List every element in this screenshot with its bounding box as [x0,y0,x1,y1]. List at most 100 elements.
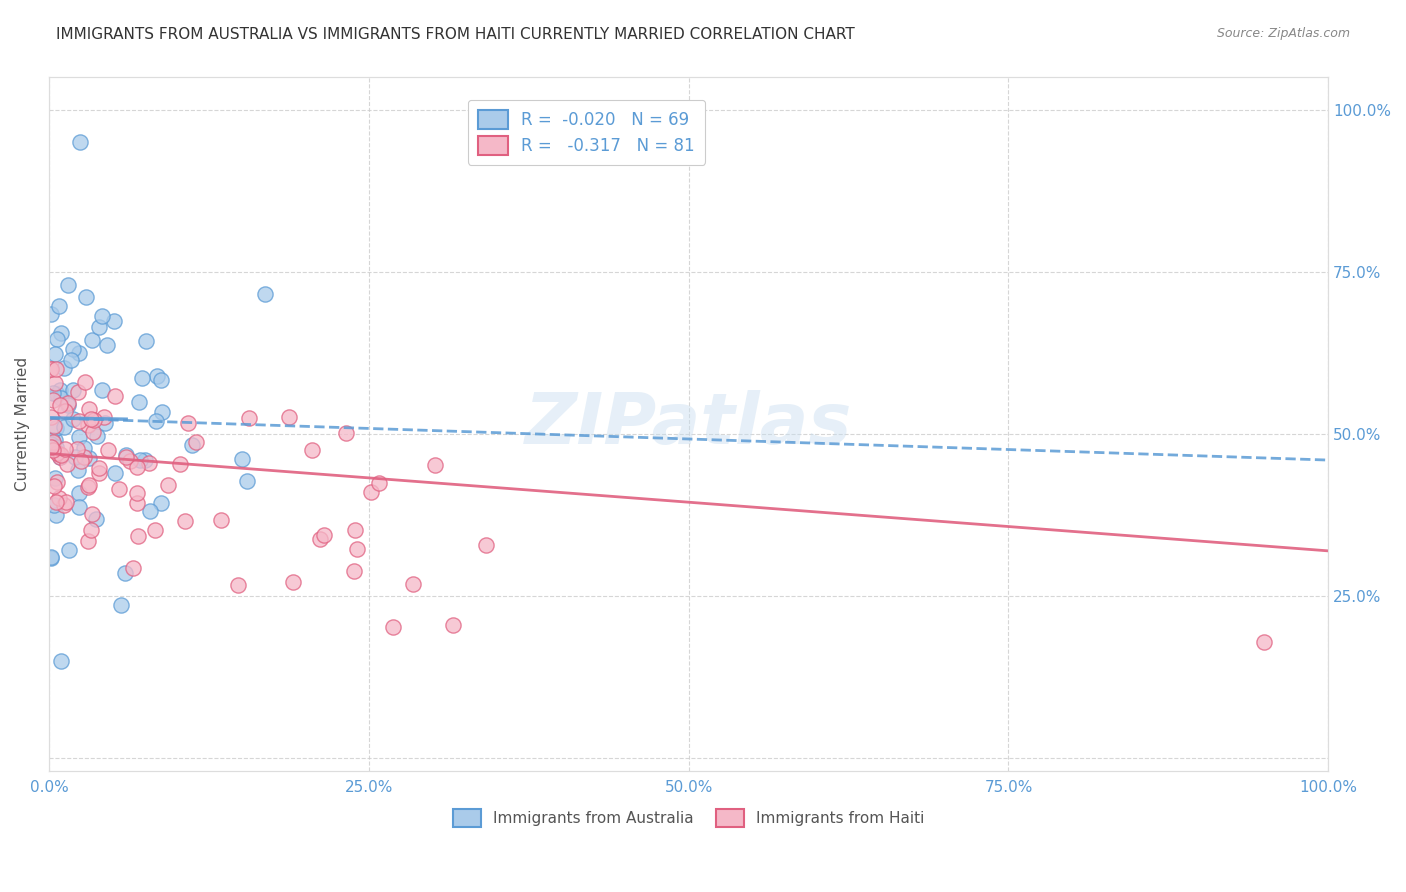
Point [49,450,72,464]
Point [253,286,276,301]
Point [91,384,114,398]
Point [39,410,62,425]
Point [125,459,148,474]
Point [46,387,69,401]
Point [309,532,332,546]
Point [128,394,150,409]
Point [55,495,77,509]
Point [48,298,70,312]
Point [77,401,100,416]
Point [55,403,77,417]
Point [94,416,117,430]
Point [49,398,72,412]
Point [39,362,62,376]
Point [39,440,62,454]
Point [80,412,103,426]
Point [122,560,145,574]
Point [39,307,62,321]
Point [128,453,150,467]
Point [134,453,156,467]
Point [45,332,67,346]
Point [343,523,366,537]
Point [441,617,464,632]
Point [402,576,425,591]
Point [125,496,148,510]
Point [75,375,97,389]
Point [49,326,72,340]
Point [186,434,208,449]
Point [131,371,153,385]
Point [69,136,91,150]
Point [53,361,76,376]
Point [226,578,249,592]
Y-axis label: Currently Married: Currently Married [15,358,30,491]
Point [180,438,202,452]
Point [67,384,90,399]
Point [42,393,65,408]
Point [62,412,84,426]
Point [115,448,138,462]
Point [48,491,70,505]
Point [53,442,76,456]
Point [41,434,63,448]
Point [42,443,65,458]
Point [45,446,67,460]
Point [1253,634,1275,648]
Point [49,448,72,462]
Point [87,319,110,334]
Point [44,346,66,360]
Point [44,498,66,512]
Point [86,511,108,525]
Point [104,467,127,481]
Point [42,385,65,400]
Point [80,333,103,347]
Point [63,450,86,464]
Point [46,475,69,490]
Point [301,442,323,457]
Point [87,461,110,475]
Point [66,442,89,456]
Point [67,414,90,428]
Point [91,309,114,323]
Point [209,513,232,527]
Point [42,479,65,493]
Point [77,478,100,492]
Point [42,435,65,450]
Point [96,338,118,352]
Point [145,414,167,428]
Point [67,463,90,477]
Point [58,396,80,410]
Point [93,409,115,424]
Point [51,654,73,668]
Point [67,485,90,500]
Point [86,429,108,443]
Point [41,551,63,566]
Point [312,528,335,542]
Point [96,442,118,457]
Point [104,388,127,402]
Point [73,441,96,455]
Point [343,564,366,578]
Point [62,383,84,397]
Point [150,496,173,510]
Point [173,514,195,528]
Point [231,452,253,467]
Point [283,574,305,589]
Point [45,494,67,508]
Point [89,467,111,481]
Text: IMMIGRANTS FROM AUSTRALIA VS IMMIGRANTS FROM HAITI CURRENTLY MARRIED CORRELATION: IMMIGRANTS FROM AUSTRALIA VS IMMIGRANTS … [56,27,855,42]
Point [45,421,67,435]
Point [360,485,382,500]
Point [49,450,72,465]
Point [53,499,76,513]
Point [368,475,391,490]
Point [42,442,65,457]
Point [49,391,72,405]
Point [169,457,191,471]
Point [127,529,149,543]
Point [236,474,259,488]
Point [77,480,100,494]
Point [76,417,98,432]
Point [49,447,72,461]
Point [69,454,91,468]
